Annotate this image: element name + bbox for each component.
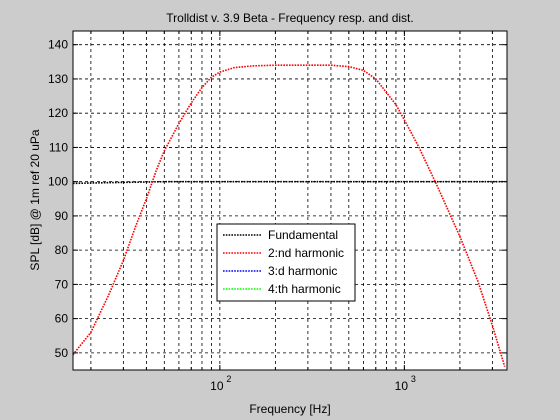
y-tick-label: 50 [55, 346, 69, 360]
series-layer [72, 64, 506, 367]
legend-label: Fundamental [268, 228, 338, 242]
y-tick-label: 110 [49, 140, 68, 154]
y-tick-label: 120 [48, 106, 68, 120]
legend: Fundamental 2:nd harmonic 3:d harmonic 4:th… [216, 223, 356, 302]
plot-area [73, 31, 507, 370]
y-tick-label: 100 [48, 175, 68, 189]
y-tick-label: 90 [55, 209, 69, 223]
y-tick-label: 60 [55, 312, 69, 326]
x-tick-label-exponent: 2 [226, 374, 231, 384]
legend-label: 4:th harmonic [268, 282, 341, 296]
chart-title: Trolldist v. 3.9 Beta - Frequency resp. … [166, 11, 413, 25]
series-line-2-nd-harmonic [72, 64, 506, 367]
series-line-fundamental [72, 180, 505, 185]
y-tick-label: 140 [48, 38, 68, 52]
y-axis-label: SPL [dB] @ 1m ref 20 uPa [28, 129, 42, 270]
x-tick-label: 10 [210, 379, 224, 393]
x-tick-label: 10 [395, 379, 409, 393]
plot-frame [72, 30, 508, 371]
legend-label: 2:nd harmonic [268, 246, 344, 260]
y-tick-label: 130 [48, 72, 68, 86]
y-tick-label: 70 [55, 277, 69, 291]
grid [73, 31, 507, 370]
x-axis-label: Frequency [Hz] [249, 402, 330, 416]
y-tick-labels: 50 60 70 80 90 100 110 120 130 140 [48, 38, 68, 360]
y-tick-label: 80 [55, 243, 69, 257]
x-tick-labels: 10 2 10 3 [210, 374, 416, 393]
legend-label: 3:d harmonic [268, 264, 337, 278]
x-tick-label-exponent: 3 [411, 374, 416, 384]
legend-box [216, 223, 356, 302]
